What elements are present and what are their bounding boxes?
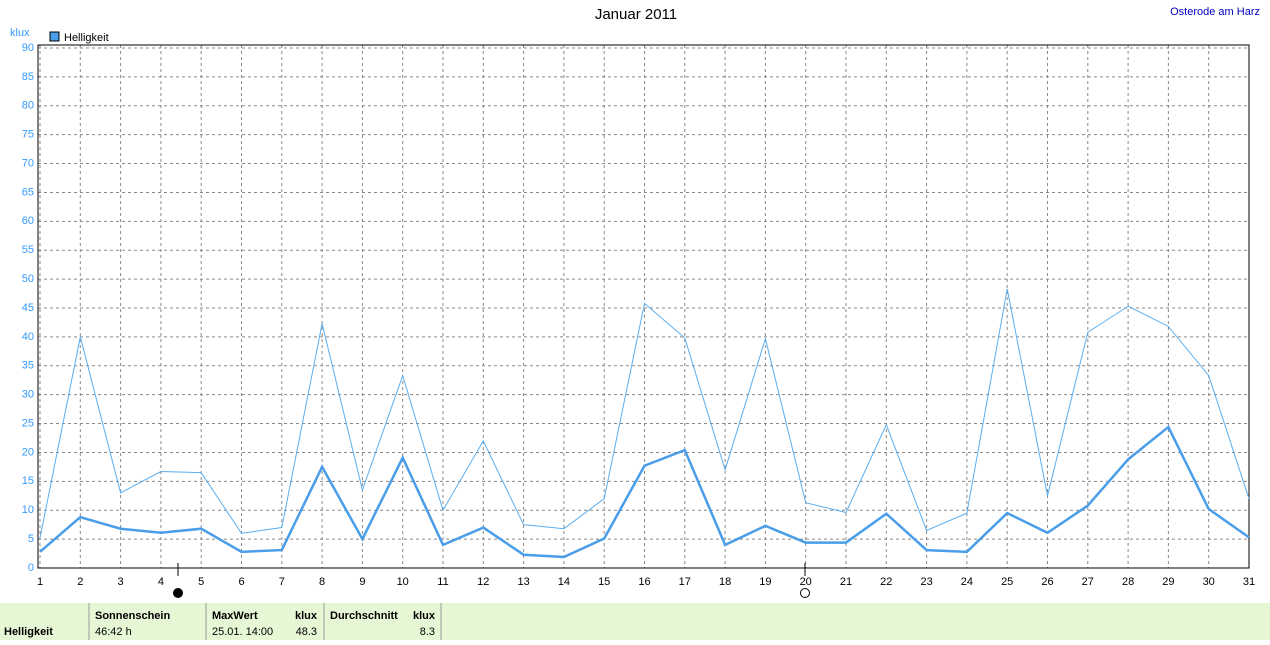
x-tick-label: 21 (840, 576, 852, 588)
footer-text: Durchschnitt (330, 610, 398, 622)
y-axis-label: klux (10, 27, 30, 39)
x-tick-label: 27 (1082, 576, 1094, 588)
full-moon (800, 588, 810, 598)
y-tick-label: 35 (22, 360, 34, 372)
y-tick-label: 25 (22, 417, 34, 429)
footer-text: 25.01. 14:00 (212, 626, 273, 638)
footer-text: klux (413, 610, 436, 622)
x-tick-label: 8 (319, 576, 325, 588)
footer-bg (0, 603, 1270, 640)
x-tick-label: 11 (437, 576, 448, 588)
x-tick-label: 1 (37, 576, 43, 588)
location: Osterode am Harz (1170, 6, 1260, 18)
y-tick-label: 80 (22, 100, 34, 112)
legend-label: Helligkeit (64, 32, 109, 44)
y-tick-label: 40 (22, 331, 34, 343)
x-tick-label: 6 (238, 576, 244, 588)
x-tick-label: 7 (279, 576, 285, 588)
legend-swatch (49, 31, 60, 42)
y-tick-label: 0 (28, 562, 34, 574)
footer-text: 48.3 (296, 626, 317, 638)
series-line (39, 425, 1250, 559)
x-tick-label: 28 (1122, 576, 1134, 588)
footer-text: MaxWert (212, 610, 258, 622)
y-tick-label: 75 (22, 129, 34, 141)
y-tick-label: 55 (22, 244, 34, 256)
x-tick-label: 15 (598, 576, 610, 588)
footer-text: Sonnenschein (95, 610, 170, 622)
y-tick-label: 45 (22, 302, 34, 314)
chart-title: Januar 2011 (595, 6, 677, 23)
y-tick-label: 30 (22, 389, 34, 401)
y-tick-label: 5 (28, 533, 34, 545)
new-moon (173, 588, 183, 598)
x-tick-label: 20 (800, 576, 812, 588)
x-tick-label: 24 (961, 576, 973, 588)
x-tick-label: 13 (517, 576, 529, 588)
series-line (39, 288, 1250, 539)
x-tick-label: 2 (77, 576, 83, 588)
plot-frame (37, 44, 1250, 569)
x-tick-label: 26 (1041, 576, 1053, 588)
x-tick-label: 31 (1243, 576, 1255, 588)
y-tick-label: 85 (22, 71, 34, 83)
x-tick-label: 5 (198, 576, 204, 588)
x-tick-label: 10 (397, 576, 409, 588)
y-tick-label: 15 (22, 475, 34, 487)
x-tick-label: 29 (1162, 576, 1174, 588)
x-tick-label: 23 (920, 576, 932, 588)
y-tick-label: 90 (22, 42, 34, 54)
x-tick-label: 12 (477, 576, 489, 588)
y-tick-label: 10 (22, 504, 34, 516)
y-tick-label: 70 (22, 157, 34, 169)
x-tick-label: 9 (359, 576, 365, 588)
y-tick-label: 60 (22, 215, 34, 227)
x-tick-label: 16 (638, 576, 650, 588)
footer-text: 8.3 (420, 626, 435, 638)
x-tick-label: 19 (759, 576, 771, 588)
x-tick-label: 22 (880, 576, 892, 588)
footer-text: klux (295, 610, 318, 622)
x-tick-label: 4 (158, 576, 164, 588)
x-tick-label: 25 (1001, 576, 1013, 588)
x-tick-label: 3 (118, 576, 124, 588)
x-tick-label: 18 (719, 576, 731, 588)
y-tick-label: 65 (22, 186, 34, 198)
x-tick-label: 17 (679, 576, 691, 588)
footer-text: 46:42 h (95, 626, 132, 638)
x-tick-label: 30 (1203, 576, 1215, 588)
y-tick-label: 50 (22, 273, 34, 285)
footer-text: Helligkeit (4, 626, 53, 638)
footer-dividers (88, 603, 442, 640)
y-tick-label: 20 (22, 446, 34, 458)
x-tick-label: 14 (558, 576, 570, 588)
